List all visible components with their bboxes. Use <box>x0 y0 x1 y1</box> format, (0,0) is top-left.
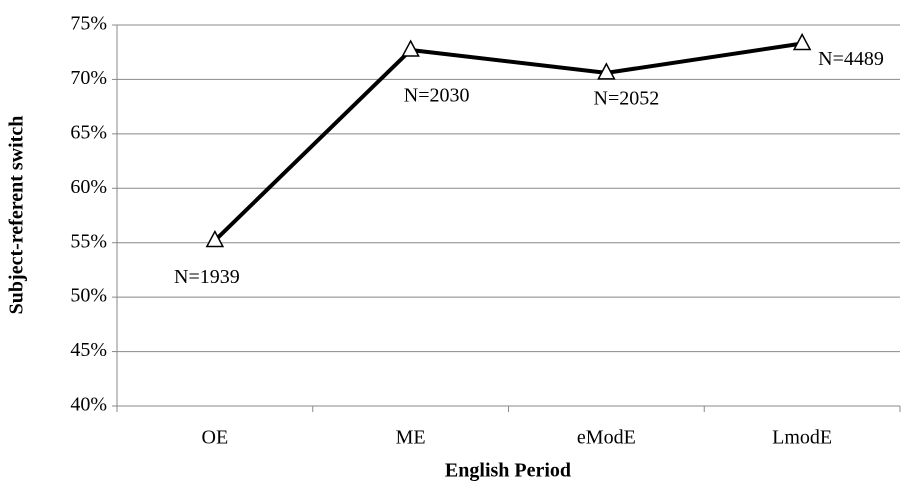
annotation: N=4489 <box>818 48 884 70</box>
marker <box>597 62 616 80</box>
x-tick-label: eModE <box>577 427 636 449</box>
annotation: N=2030 <box>404 85 470 107</box>
x-tick-label: OE <box>202 427 229 449</box>
y-tick-label: 55% <box>70 230 107 252</box>
y-tick-label: 70% <box>70 67 107 89</box>
y-tick-label: 50% <box>70 285 107 307</box>
x-axis-title: English Period <box>445 460 571 482</box>
line <box>213 41 803 242</box>
y-tick-label: 40% <box>70 394 107 416</box>
y-axis-title: Subject-referent switch <box>6 116 28 315</box>
y-tick-label: 45% <box>70 339 107 361</box>
y-tick-label: 60% <box>70 176 107 198</box>
marker <box>401 39 420 57</box>
annotation: N=1939 <box>174 266 240 288</box>
y-tick-label: 65% <box>70 121 107 143</box>
y-tick-label: 75% <box>70 13 107 35</box>
annotation: N=2052 <box>594 87 660 109</box>
marker <box>792 32 812 51</box>
marker <box>205 229 225 248</box>
x-tick-label: ME <box>396 427 426 449</box>
x-tick-label: LmodE <box>772 427 832 449</box>
